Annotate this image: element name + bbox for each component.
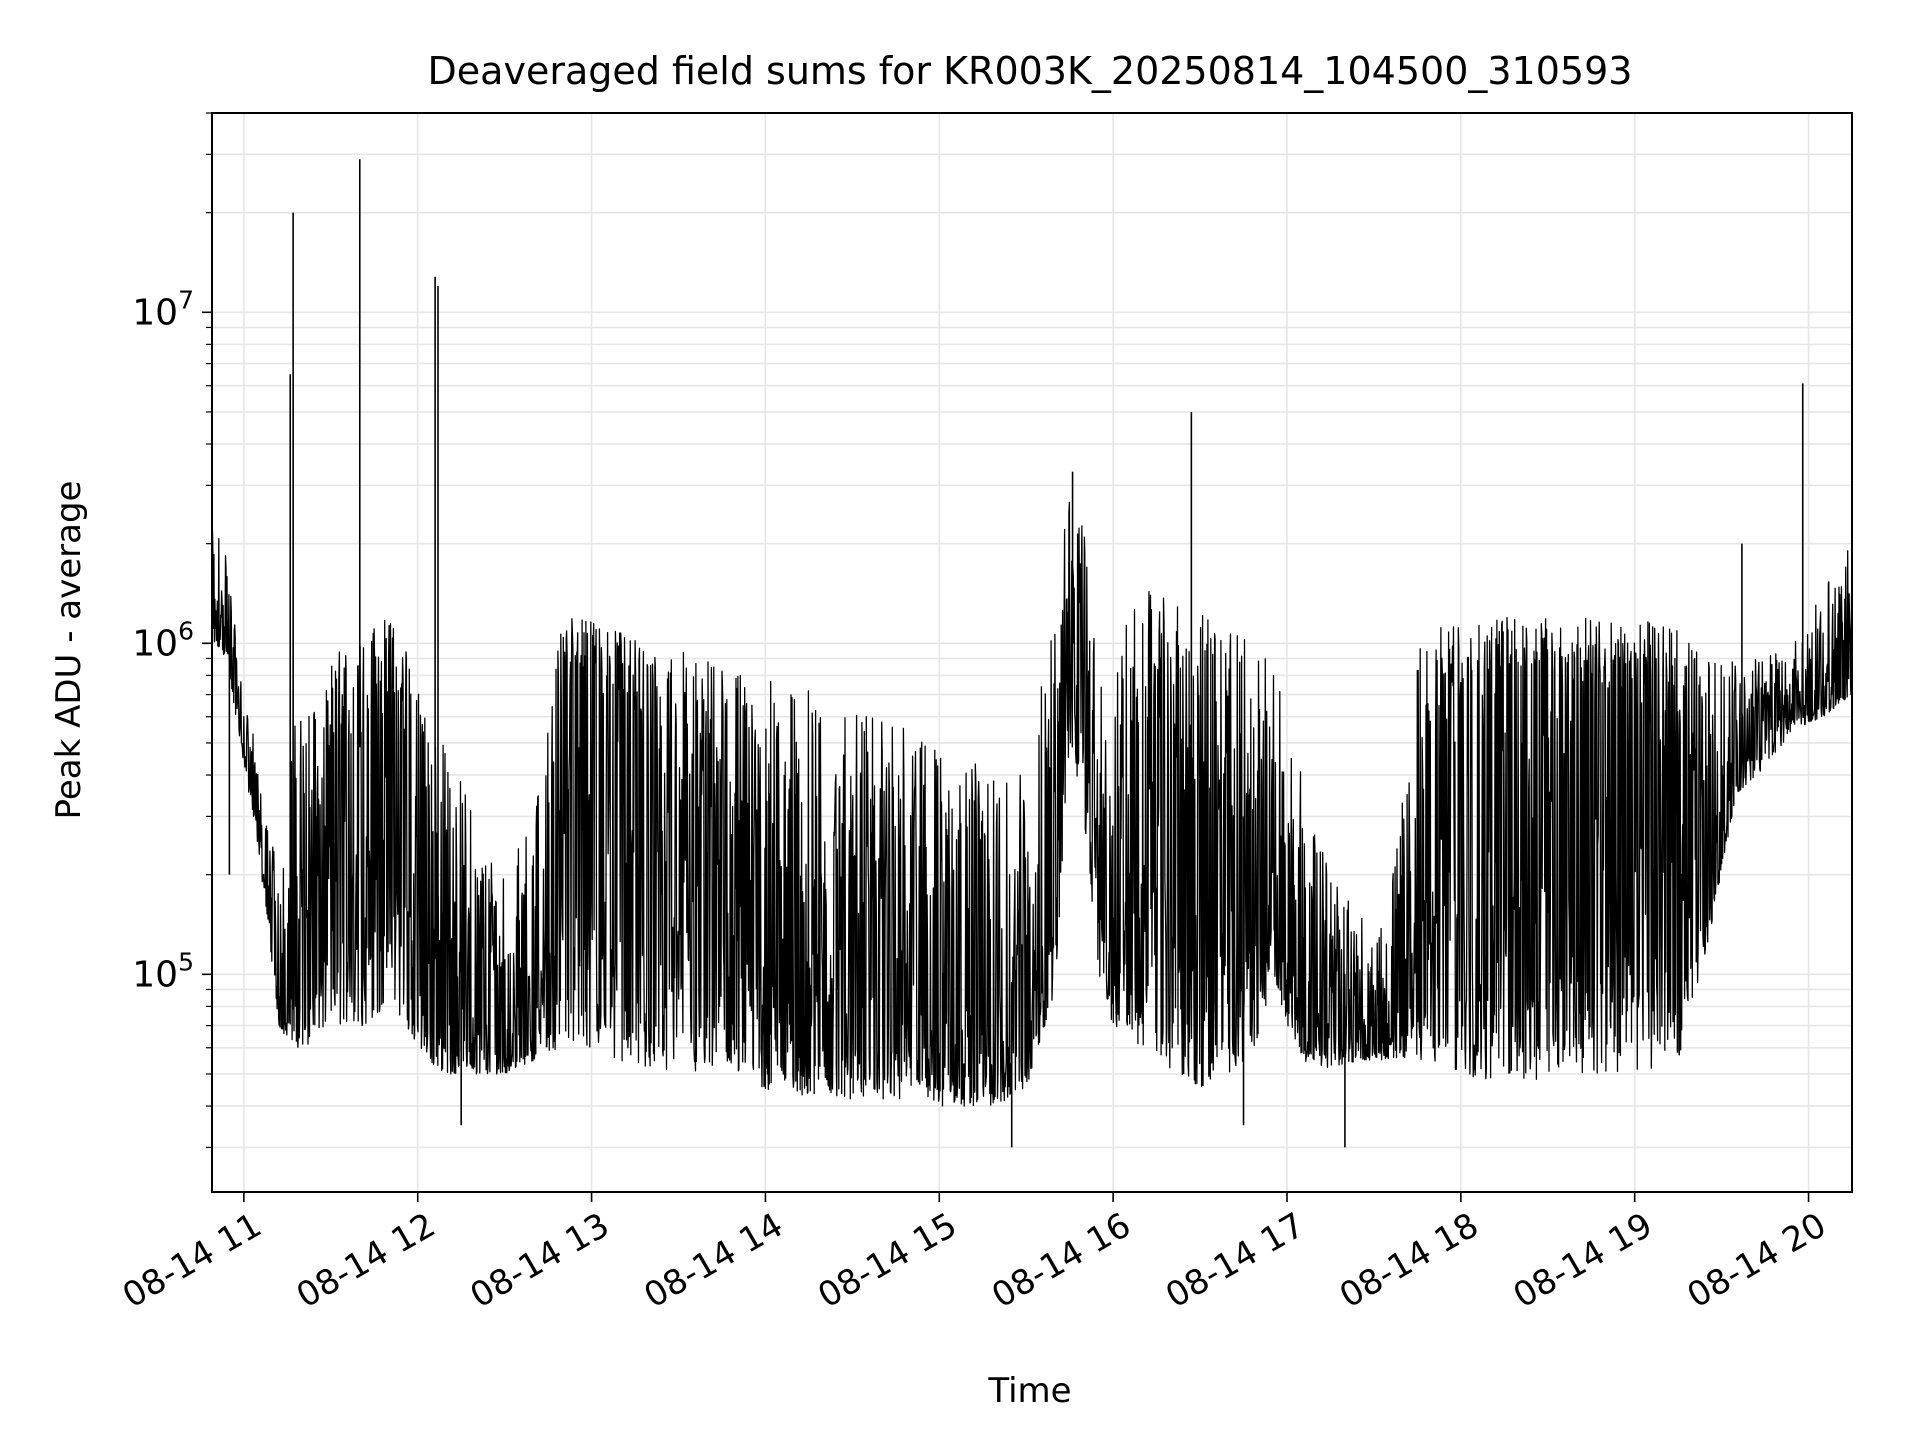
y-tick-label-base: 10: [132, 292, 178, 333]
y-tick-label: 106: [132, 616, 194, 664]
y-tick-label-exponent: 5: [178, 947, 194, 976]
plot-frame: [211, 112, 1853, 1193]
y-tick-label-exponent: 6: [178, 616, 194, 645]
y-tick-label: 105: [132, 947, 194, 995]
data-line: [211, 501, 1853, 1107]
plot-area: [211, 159, 1853, 1148]
y-tick-label-exponent: 7: [178, 285, 194, 314]
y-axis-label: Peak ADU - average: [49, 481, 89, 820]
y-tick-label-base: 10: [132, 623, 178, 664]
chart-title: Deaveraged field sums for KR003K_2025081…: [428, 49, 1633, 93]
y-tick-label-base: 10: [132, 954, 178, 995]
x-axis-label: Time: [987, 1371, 1071, 1411]
y-tick-label: 107: [132, 285, 194, 333]
